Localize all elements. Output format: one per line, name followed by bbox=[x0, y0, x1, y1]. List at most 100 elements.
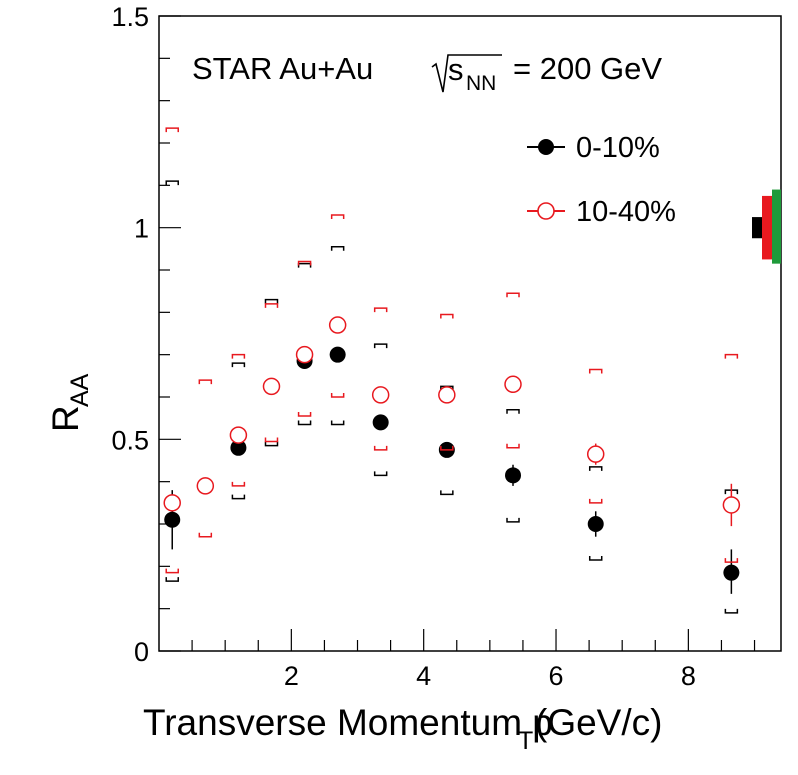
systematic-lower-bracket bbox=[231, 494, 246, 500]
marker-open-circle bbox=[229, 426, 248, 444]
systematic-lower-bracket bbox=[231, 481, 246, 487]
legend-label-10-40: 10-40% bbox=[576, 196, 676, 228]
marker-open-circle bbox=[586, 445, 605, 463]
data-point bbox=[230, 362, 247, 500]
marker-open-circle bbox=[722, 496, 741, 514]
y-axis-title-subscript: AA bbox=[66, 373, 94, 407]
systematic-upper-bracket bbox=[165, 180, 179, 186]
y-tick-label: 0.5 bbox=[111, 425, 149, 455]
data-point bbox=[329, 245, 346, 426]
title-sqrt-s: s bbox=[448, 52, 464, 87]
marker-filled-circle bbox=[372, 414, 389, 431]
marker-filled-circle bbox=[723, 564, 740, 581]
data-point bbox=[722, 353, 741, 563]
marker-open-circle bbox=[295, 345, 314, 364]
plot-frame bbox=[158, 15, 782, 652]
legend-entry-0-10: 0-10% bbox=[527, 132, 660, 164]
marker-open-circle bbox=[371, 386, 390, 404]
systematic-lower-bracket bbox=[440, 490, 454, 496]
marker-open-circle bbox=[504, 375, 522, 394]
systematic-upper-bracket bbox=[198, 379, 213, 385]
marker-open-circle bbox=[262, 377, 281, 396]
systematic-lower-bracket bbox=[588, 555, 603, 561]
systematic-lower-bracket bbox=[297, 412, 312, 417]
x-tick-label: 8 bbox=[681, 661, 696, 691]
normalization-box bbox=[772, 189, 781, 264]
marker-open-circle bbox=[438, 386, 456, 404]
legend-marker-0-10 bbox=[538, 139, 554, 155]
systematic-lower-bracket bbox=[264, 437, 279, 443]
systematic-upper-bracket bbox=[588, 368, 603, 374]
x-axis-ticks: 2 4 6 8 bbox=[191, 629, 756, 691]
systematic-lower-bracket bbox=[165, 568, 179, 574]
systematic-lower-bracket bbox=[373, 471, 388, 477]
data-point bbox=[229, 353, 248, 487]
x-axis-title-main: Transverse Momentum p bbox=[143, 702, 553, 743]
normalization-uncertainty-boxes bbox=[752, 189, 781, 264]
systematic-upper-bracket bbox=[297, 260, 312, 266]
x-tick-label: 4 bbox=[416, 661, 431, 691]
legend-marker-10-40 bbox=[537, 202, 555, 220]
data-point bbox=[371, 307, 390, 451]
y-tick-label: 1.5 bbox=[111, 2, 149, 32]
systematic-upper-bracket bbox=[165, 127, 179, 133]
marker-filled-circle bbox=[164, 511, 181, 528]
marker-open-circle bbox=[163, 494, 181, 512]
y-axis-title: R AA bbox=[45, 373, 94, 432]
systematic-upper-bracket bbox=[440, 313, 454, 319]
data-point bbox=[295, 260, 314, 417]
systematic-upper-bracket bbox=[264, 298, 279, 304]
systematic-lower-bracket bbox=[724, 558, 739, 563]
title-prefix: STAR Au+Au bbox=[192, 51, 373, 86]
systematic-lower-bracket bbox=[588, 498, 603, 504]
systematic-lower-bracket bbox=[724, 608, 739, 614]
systematic-lower-bracket bbox=[330, 420, 345, 426]
legend-entry-10-40: 10-40% bbox=[527, 196, 676, 228]
data-point bbox=[504, 292, 522, 449]
systematic-upper-bracket bbox=[506, 408, 520, 414]
systematic-upper-bracket bbox=[588, 466, 603, 471]
normalization-box bbox=[752, 217, 762, 239]
systematic-lower-bracket bbox=[506, 443, 520, 449]
data-point bbox=[328, 214, 347, 398]
y-tick-label: 0 bbox=[134, 637, 149, 667]
data-point bbox=[372, 343, 389, 477]
systematic-lower-bracket bbox=[373, 445, 388, 451]
systematic-upper-bracket bbox=[330, 214, 345, 219]
data-point bbox=[587, 466, 604, 561]
data-point bbox=[505, 408, 522, 523]
legend: 0-10% 10-40% bbox=[527, 132, 676, 228]
x-tick-label: 2 bbox=[284, 661, 299, 691]
systematic-upper-bracket bbox=[330, 245, 345, 251]
data-point bbox=[438, 313, 456, 451]
normalization-box bbox=[762, 195, 772, 260]
systematic-lower-bracket bbox=[264, 441, 279, 447]
systematic-upper-bracket bbox=[231, 353, 246, 359]
marker-filled-circle bbox=[587, 516, 604, 532]
x-tick-label: 6 bbox=[549, 661, 564, 691]
systematic-upper-bracket bbox=[724, 353, 739, 359]
y-tick-label: 1 bbox=[134, 214, 149, 244]
systematic-upper-bracket bbox=[231, 362, 246, 368]
systematic-upper-bracket bbox=[264, 303, 279, 308]
x-axis-title-unit: (GeV/c) bbox=[535, 702, 662, 743]
systematic-lower-bracket bbox=[198, 532, 213, 538]
systematic-lower-bracket bbox=[297, 420, 312, 426]
marker-filled-circle bbox=[230, 439, 247, 456]
x-axis-title: Transverse Momentum p T (GeV/c) bbox=[143, 702, 662, 755]
marker-open-circle bbox=[196, 477, 215, 495]
systematic-upper-bracket bbox=[373, 343, 388, 349]
systematic-lower-bracket bbox=[165, 577, 179, 582]
chart-title: STAR Au+Au s NN = 200 GeV bbox=[192, 51, 662, 95]
legend-label-0-10: 0-10% bbox=[576, 132, 660, 164]
plot-border bbox=[158, 15, 782, 652]
marker-open-circle bbox=[328, 316, 347, 334]
data-point bbox=[196, 379, 215, 538]
systematic-lower-bracket bbox=[330, 393, 345, 398]
y-axis-ticks: 0 0.5 1 1.5 bbox=[111, 2, 181, 667]
y-axis-title-main: R bbox=[45, 405, 86, 432]
data-point bbox=[163, 127, 181, 574]
data-point bbox=[586, 368, 605, 504]
